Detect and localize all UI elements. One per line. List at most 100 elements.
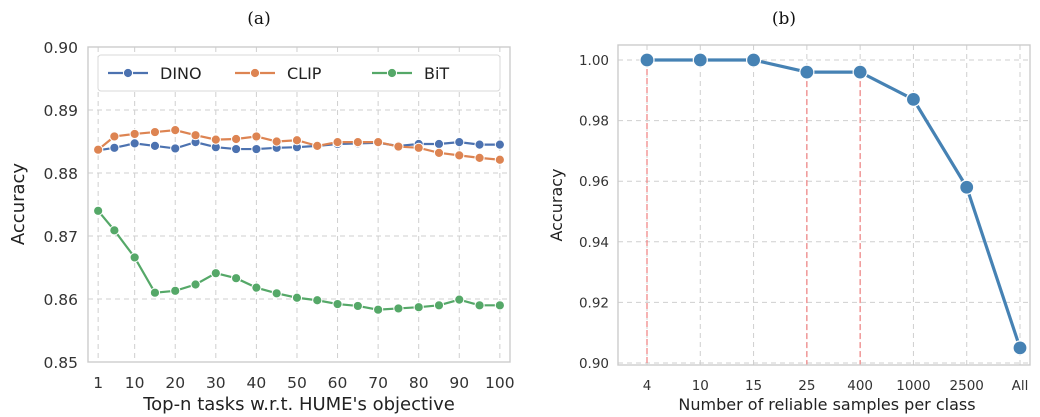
y-tick-label: 0.88 [43,165,78,183]
data-point [433,147,445,158]
data-point [373,137,384,148]
x-tick-label: 50 [287,374,307,392]
y-tick-label: 0.85 [43,354,78,372]
x-tick-label: 100 [485,374,515,392]
panel-b-x-ticks: 4 10 15 25 400 1000 2500 All [643,378,1029,394]
y-tick-label: 0.89 [43,102,78,120]
data-point [129,138,140,149]
data-point [494,139,505,150]
x-tick-label: 400 [847,378,873,394]
panel-a: (a) 0.85 0.86 0.87 0.88 0.89 0.90 1 10 20 30 40 50… [8,9,515,415]
panel-b-y-ticks: 0.90 0.92 0.94 0.96 0.98 1.00 [579,53,609,372]
panel-b-title: (b) [772,9,796,29]
data-point [170,285,181,296]
data-point [905,91,922,107]
data-point [433,300,445,311]
x-tick-label: 15 [745,378,762,394]
x-tick-label: 90 [449,374,469,392]
panel-a-x-label: Top-n tasks w.r.t. HUME's objective [142,394,455,415]
data-point [852,64,868,80]
panel-b-highlight-lines [646,60,861,365]
x-tick-label: 2500 [950,378,984,394]
data-point [109,131,120,142]
data-point [352,300,363,312]
data-point [251,282,262,293]
data-point [210,268,221,279]
data-point [332,137,343,148]
y-tick-label: 0.96 [579,174,609,190]
panel-a-y-ticks: 0.85 0.86 0.87 0.88 0.89 0.90 [43,39,78,372]
data-point [109,225,120,236]
data-point [494,154,505,165]
legend-marker [249,67,261,79]
data-point [373,304,384,315]
panel-b-y-label: Accuracy [547,168,566,241]
panel-b-plot-area [618,45,1030,365]
y-tick-label: 0.98 [579,114,609,130]
series-clip [93,125,505,165]
panel-a-legend: DINO CLIP BiT [97,54,501,92]
data-point [231,273,242,284]
data-point [149,126,161,138]
data-point [454,150,465,161]
panel-b-frame [617,44,1031,366]
data-point [129,252,140,263]
data-point [170,143,181,154]
y-tick-label: 0.92 [579,295,609,311]
data-point [291,135,303,146]
legend-label: BiT [424,64,449,83]
y-tick-label: 0.94 [579,235,609,251]
data-point [393,303,404,314]
y-tick-label: 0.86 [43,291,78,309]
data-point [251,143,262,155]
x-tick-label: 4 [643,378,652,394]
data-point [639,52,655,68]
data-point [413,142,424,153]
legend-label: CLIP [287,64,322,83]
series-bit [93,205,505,315]
panel-a-frame [87,46,511,363]
legend-label: DINO [160,64,202,83]
panel-a-plot-area [88,47,510,362]
data-point [474,152,485,163]
data-point [454,137,465,148]
panel-a-y-label: Accuracy [8,163,29,246]
data-point [251,131,262,142]
x-tick-label: 40 [247,374,267,392]
x-tick-label: 1 [93,374,103,392]
data-point [109,142,120,153]
panel-b: (b) 0.90 0.92 0.94 0.96 0.98 1.00 4 10 15 25 400 1… [547,9,1031,414]
series-line [647,58,1022,349]
y-tick-label: 0.90 [43,39,78,57]
x-tick-label: 25 [798,378,815,394]
data-point [454,294,465,305]
data-point [231,143,242,155]
x-tick-label: 80 [409,374,429,392]
data-point [312,295,323,306]
data-point [93,205,104,216]
data-point [1012,340,1028,356]
y-tick-label: 1.00 [579,53,609,69]
data-point [291,292,303,303]
legend-marker [386,67,398,79]
y-tick-label: 0.90 [579,356,609,372]
data-point [799,64,815,80]
legend-marker [122,67,134,79]
x-tick-label: 1000 [896,378,930,394]
data-point [170,125,181,136]
data-point [93,144,104,155]
data-point [745,52,762,68]
x-tick-label: 20 [165,374,185,392]
legend-box [97,54,501,92]
x-tick-label: All [1012,378,1029,394]
panel-b-x-label: Number of reliable samples per class [678,395,975,414]
x-tick-label: 70 [368,374,388,392]
x-tick-label: 60 [328,374,348,392]
data-point [352,137,363,148]
data-point [231,133,242,145]
data-point [332,298,343,310]
panel-a-series [93,125,505,315]
data-point [271,136,282,147]
data-point [312,140,323,152]
x-tick-label: 30 [206,374,226,392]
